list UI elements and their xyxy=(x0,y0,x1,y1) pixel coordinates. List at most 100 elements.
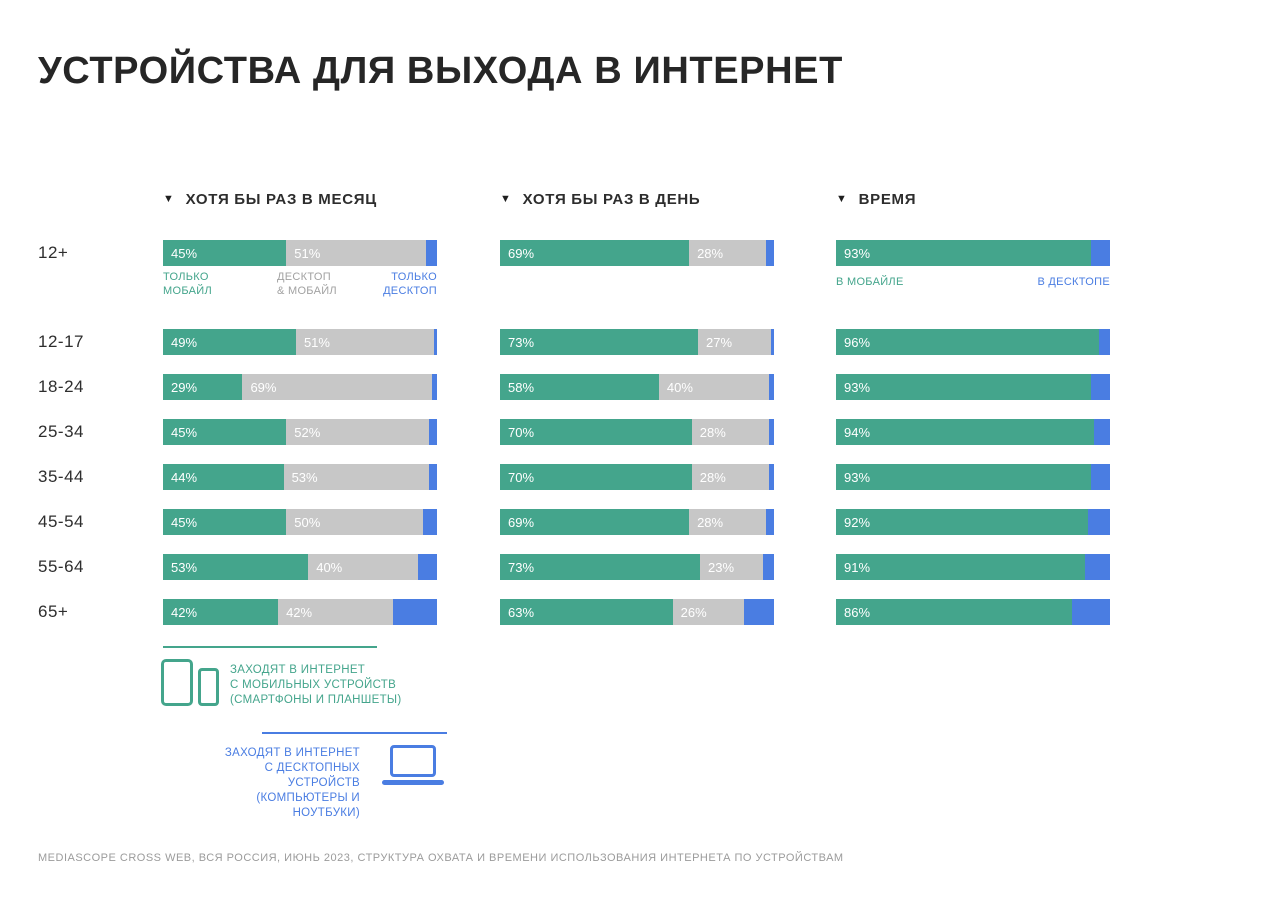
triangle-down-icon: ▼ xyxy=(500,192,512,205)
bar-month-12+: 45% 51% xyxy=(163,240,437,266)
segment-value-label: 70% xyxy=(508,469,535,485)
segment-value-label: 26% xyxy=(680,604,707,620)
legend-mobile-text: ЗАХОДЯТ В ИНТЕРНЕТ С МОБИЛЬНЫХ УСТРОЙСТВ… xyxy=(230,664,402,706)
bar-segment-mobile: 93% xyxy=(836,464,1091,490)
laptop-screen xyxy=(390,745,436,777)
bar-segment-desktop xyxy=(1090,240,1110,266)
row-label: 65+ xyxy=(38,602,69,621)
bar-month-35-44: 44% 53% xyxy=(163,464,437,490)
bar-segment-desktop xyxy=(1085,554,1110,580)
bar-segment-mobile: 45% xyxy=(163,509,287,535)
bar-segment-both: 50% xyxy=(286,509,424,535)
bar-segment-mobile: 49% xyxy=(163,329,296,355)
bar-segment-both: 40% xyxy=(658,374,769,400)
bar-segment-both: 40% xyxy=(308,554,418,580)
bar-month-45-54: 45% 50% xyxy=(163,509,437,535)
bar-segment-mobile: 69% xyxy=(500,509,690,535)
segment-value-label: 40% xyxy=(316,559,343,575)
bar-day-35-44: 70% 28% xyxy=(500,464,774,490)
bar-segment-mobile: 58% xyxy=(500,374,659,400)
bar-segment-mobile: 53% xyxy=(163,554,309,580)
segment-value-label: 29% xyxy=(171,379,198,395)
row-label: 45-54 xyxy=(38,512,84,531)
bar-segment-mobile: 86% xyxy=(836,599,1072,625)
row-label: 18-24 xyxy=(38,377,84,396)
bar-segment-both: 28% xyxy=(691,419,769,445)
bar-month-18-24: 29% 69% xyxy=(163,374,437,400)
laptop-base xyxy=(382,780,444,785)
segment-value-label: 28% xyxy=(697,245,724,261)
bar-day-12+: 69% 28% xyxy=(500,240,774,266)
segment-value-label: 96% xyxy=(844,334,871,350)
row-label: 35-44 xyxy=(38,467,84,486)
label-in-desktop: В ДЕСКТОПЕ xyxy=(1037,276,1110,288)
bar-segment-both: 42% xyxy=(278,599,394,625)
row-label: 55-64 xyxy=(38,557,84,576)
bar-day-45-54: 69% 28% xyxy=(500,509,774,535)
bar-segment-mobile: 73% xyxy=(500,554,701,580)
segment-value-label: 28% xyxy=(699,424,726,440)
bar-segment-desktop xyxy=(428,419,437,445)
segment-value-label: 52% xyxy=(294,424,321,440)
footer-source-note: MEDIASCOPE CROSS WEB, ВСЯ РОССИЯ, ИЮНЬ 2… xyxy=(38,852,844,864)
segment-value-label: 49% xyxy=(171,334,198,350)
segment-value-label: 28% xyxy=(699,469,726,485)
segment-value-label: 93% xyxy=(844,245,871,261)
bar-day-55-64: 73% 23% xyxy=(500,554,774,580)
bar-segment-mobile: 45% xyxy=(163,240,287,266)
bar-segment-desktop xyxy=(765,240,774,266)
bar-day-25-34: 70% 28% xyxy=(500,419,774,445)
label-in-mobile: В МОБАЙЛЕ xyxy=(836,276,904,288)
bar-segment-mobile: 69% xyxy=(500,240,690,266)
segment-value-label: 73% xyxy=(508,334,535,350)
bar-segment-both: 27% xyxy=(698,329,772,355)
bar-segment-desktop xyxy=(428,464,437,490)
bar-segment-desktop xyxy=(743,599,774,625)
bar-segment-desktop xyxy=(771,329,775,355)
segment-value-label: 45% xyxy=(171,245,198,261)
bar-segment-mobile: 70% xyxy=(500,419,692,445)
bar-segment-desktop xyxy=(423,509,437,535)
segment-value-label: 42% xyxy=(286,604,313,620)
label-desktop-and-mobile: ДЕСКТОП & МОБАЙЛ xyxy=(277,271,337,297)
bar-segment-mobile: 70% xyxy=(500,464,692,490)
bar-segment-mobile: 91% xyxy=(836,554,1086,580)
bar-segment-mobile: 29% xyxy=(163,374,243,400)
bar-segment-desktop xyxy=(765,509,774,535)
segment-value-label: 94% xyxy=(844,424,871,440)
bar-segment-mobile: 63% xyxy=(500,599,673,625)
bar-segment-both: 52% xyxy=(286,419,429,445)
segment-value-label: 45% xyxy=(171,424,198,440)
bar-segment-mobile: 96% xyxy=(836,329,1100,355)
column-header-time-label: ВРЕМЯ xyxy=(858,191,917,208)
label-only-mobile: ТОЛЬКО МОБАЙЛ xyxy=(163,271,212,297)
bar-time-25-34: 94% xyxy=(836,419,1110,445)
bar-time-45-54: 92% xyxy=(836,509,1110,535)
bar-segment-desktop xyxy=(417,554,437,580)
bar-segment-desktop xyxy=(434,329,438,355)
segment-value-label: 50% xyxy=(294,514,321,530)
segment-value-label: 86% xyxy=(844,604,871,620)
column-header-day-label: ХОТЯ БЫ РАЗ В ДЕНЬ xyxy=(522,191,701,208)
column-header-month: ▼ ХОТЯ БЫ РАЗ В МЕСЯЦ xyxy=(163,191,377,208)
bar-segment-both: 23% xyxy=(700,554,764,580)
bar-segment-both: 51% xyxy=(295,329,435,355)
bar-time-35-44: 93% xyxy=(836,464,1110,490)
bar-segment-mobile: 93% xyxy=(836,240,1091,266)
bar-segment-desktop xyxy=(768,374,774,400)
tablet-icon xyxy=(161,659,193,706)
bar-segment-both: 51% xyxy=(286,240,427,266)
bar-day-12-17: 73% 27% xyxy=(500,329,775,355)
bar-month-55-64: 53% 40% xyxy=(163,554,437,580)
segment-value-label: 69% xyxy=(508,245,535,261)
segment-value-label: 51% xyxy=(294,245,321,261)
bar-month-65+: 42% 42% xyxy=(163,599,437,625)
bar-segment-desktop xyxy=(763,554,774,580)
row-label: 12-17 xyxy=(38,332,84,351)
bar-segment-mobile: 45% xyxy=(163,419,287,445)
bar-segment-desktop xyxy=(393,599,437,625)
bar-month-12-17: 49% 51% xyxy=(163,329,438,355)
segment-value-label: 45% xyxy=(171,514,198,530)
bar-segment-both: 53% xyxy=(283,464,429,490)
page-title: УСТРОЙСТВА ДЛЯ ВЫХОДА В ИНТЕРНЕТ xyxy=(38,50,843,92)
